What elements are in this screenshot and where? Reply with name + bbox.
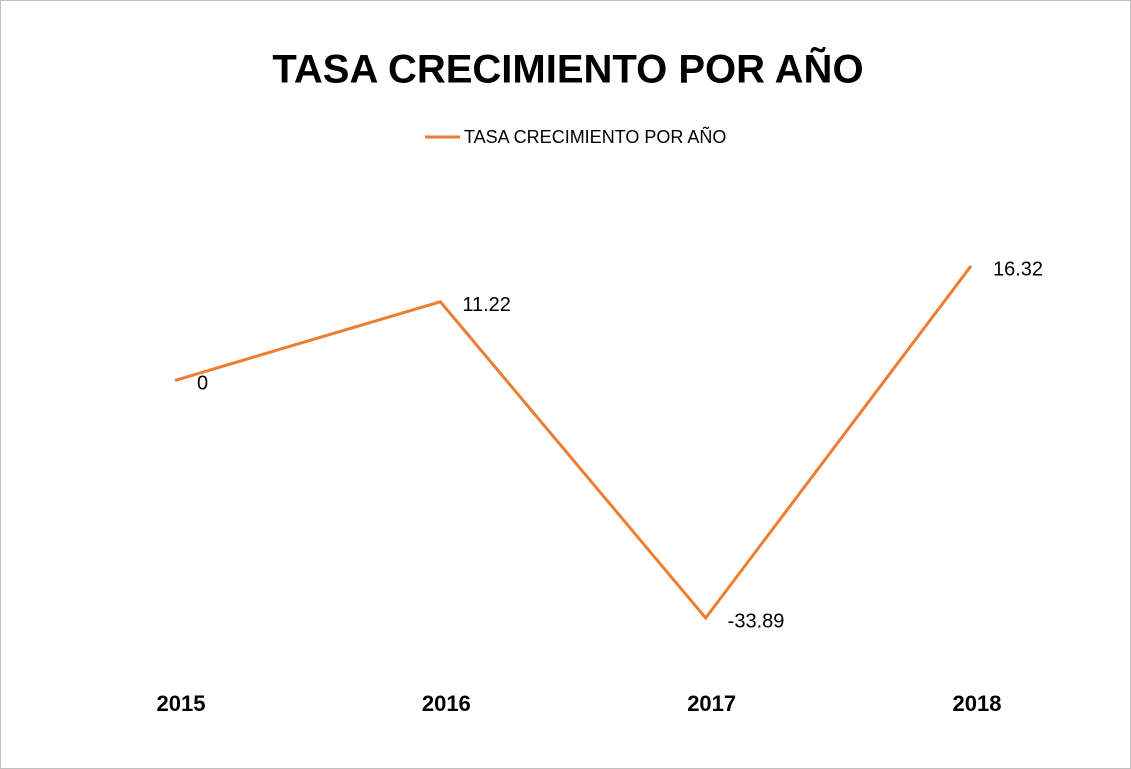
data-label: -33.89: [728, 610, 785, 632]
x-tick-label: 2017: [687, 691, 736, 716]
x-tick-label: 2018: [953, 691, 1002, 716]
x-tick-label: 2016: [422, 691, 471, 716]
data-label: 0: [197, 373, 208, 395]
data-label: 11.22: [462, 294, 511, 316]
legend-label: TASA CRECIMIENTO POR AÑO: [464, 126, 726, 147]
data-label: 16.32: [993, 258, 1043, 280]
series-line: [174, 265, 973, 621]
x-tick-label: 2015: [157, 691, 206, 716]
chart-title: TASA CRECIMIENTO POR AÑO: [272, 46, 863, 92]
